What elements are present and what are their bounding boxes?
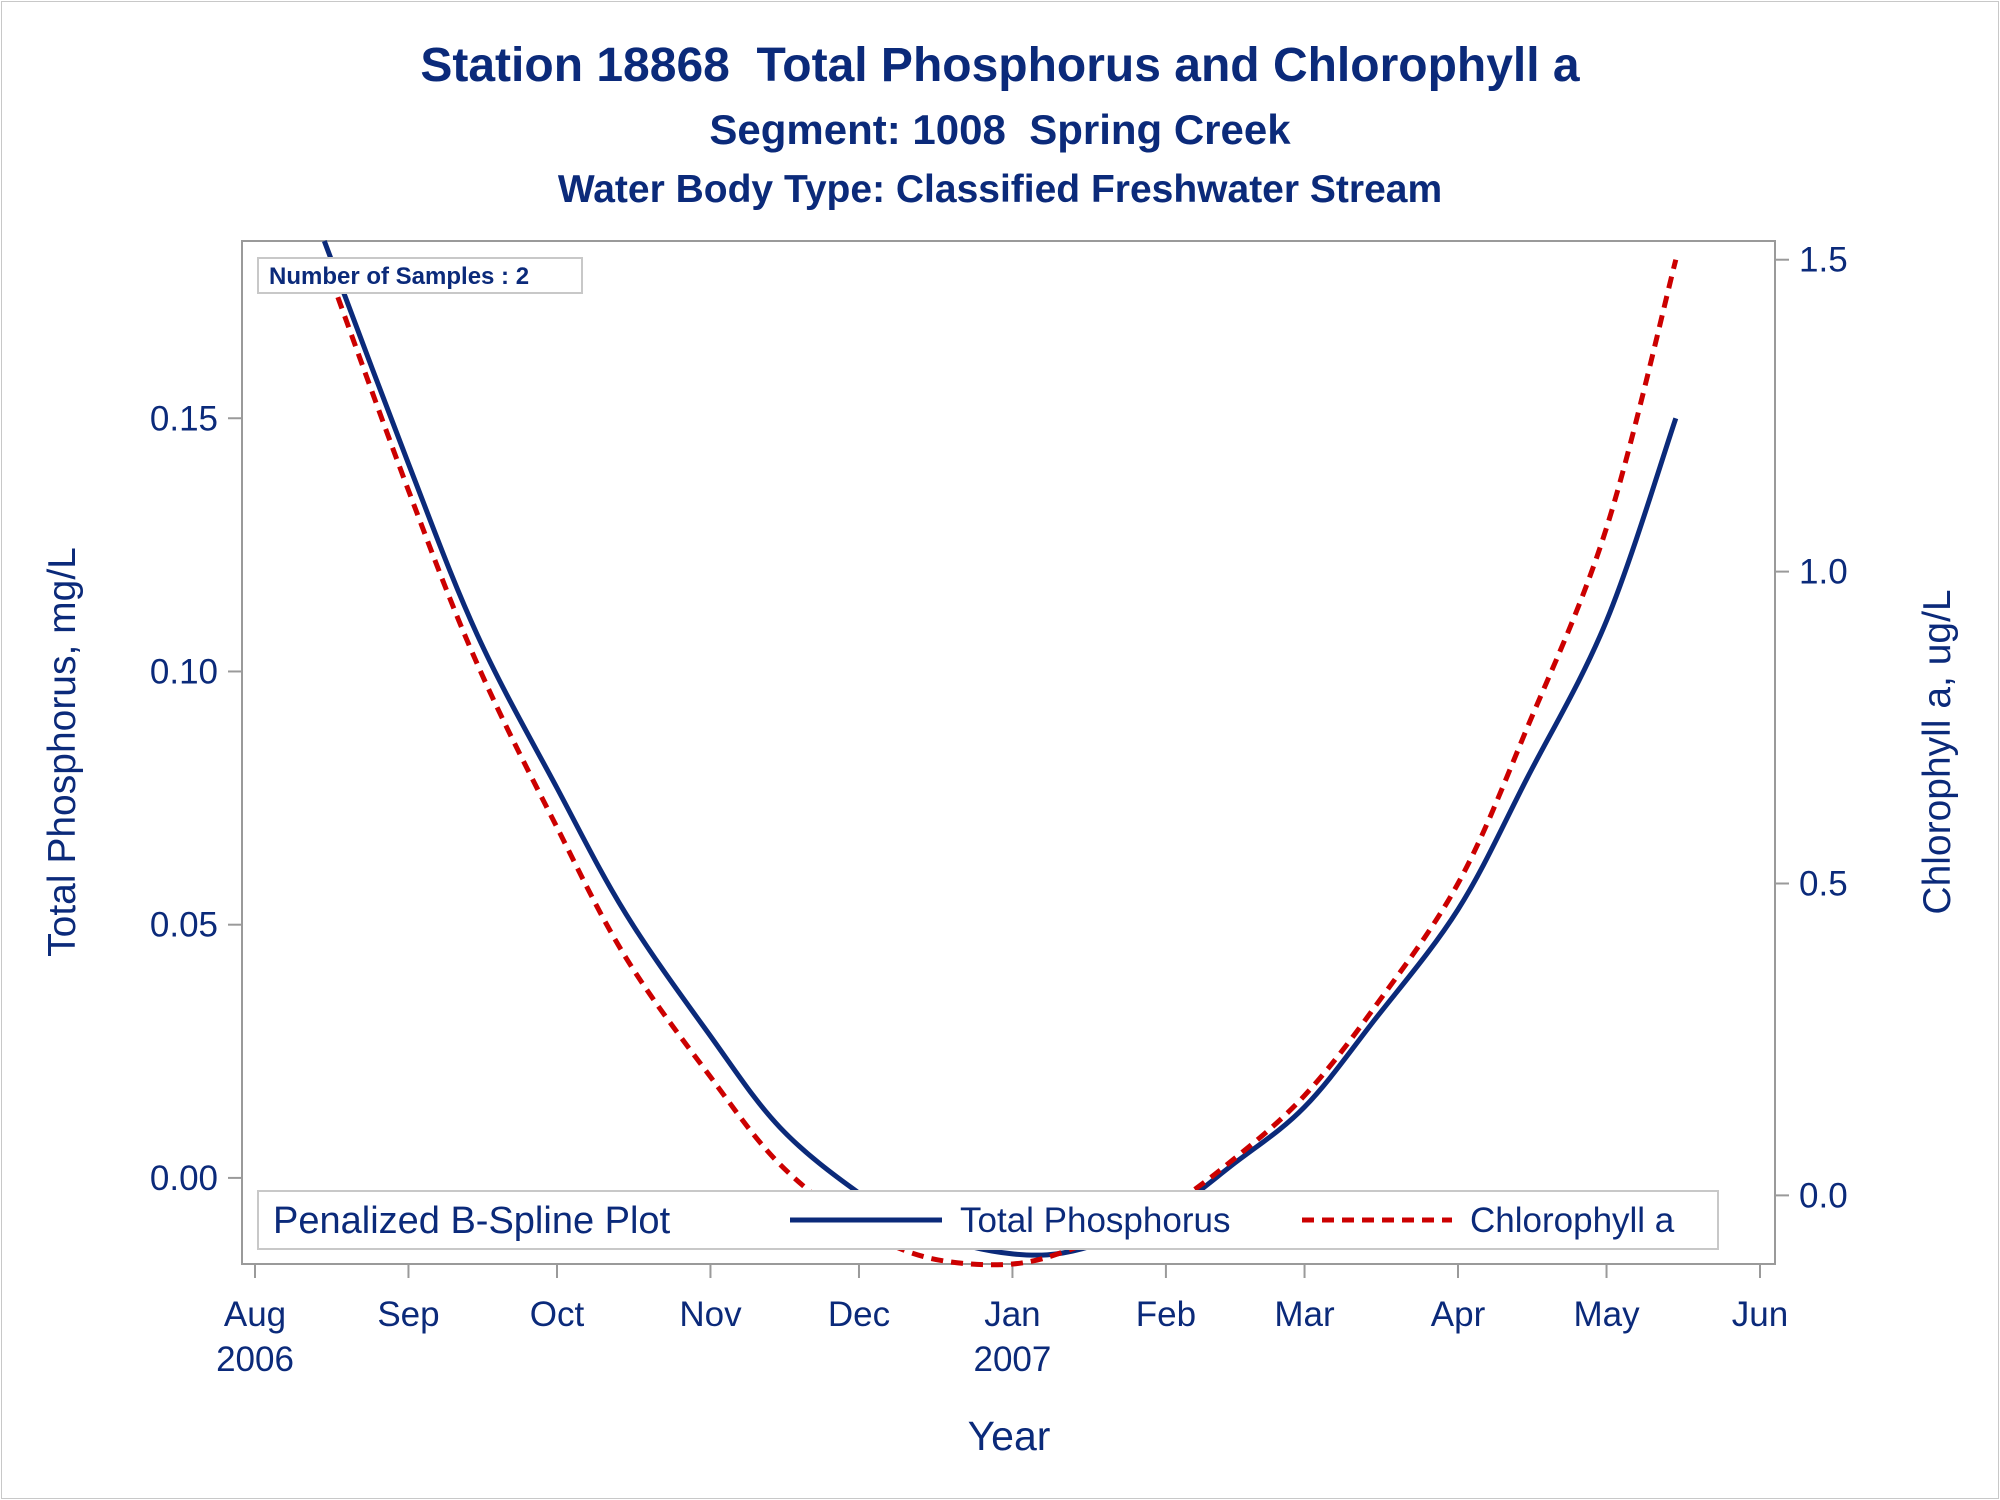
chart-title: Station 18868 Total Phosphorus and Chlor… <box>420 39 1580 92</box>
x-tick-label: Dec <box>828 1295 890 1334</box>
chart-subtitle-segment: Segment: 1008 Spring Creek <box>709 106 1291 153</box>
y2-tick-label: 1.5 <box>1799 241 1848 280</box>
x-tick-year-label: 2006 <box>216 1340 294 1379</box>
x-tick-label: Mar <box>1274 1295 1335 1334</box>
samples-inset: Number of Samples : 2 <box>257 257 583 294</box>
y-tick-label: 0.05 <box>150 906 218 945</box>
series-line-total-phosphorus <box>321 240 1679 1258</box>
x-tick-label: May <box>1573 1295 1640 1334</box>
y-tick-label: 0.15 <box>150 399 218 438</box>
x-tick-label: Apr <box>1431 1295 1486 1334</box>
plot-area <box>241 240 1776 1265</box>
y-axis-right: 0.0 0.5 1.0 1.5 <box>1775 241 1848 1215</box>
x-axis: Aug 2006 Sep Oct Nov Dec Jan 2007 Feb Mar Apr May Ju… <box>216 1263 1788 1379</box>
x-tick-year-label: 2007 <box>974 1340 1052 1379</box>
x-tick-label: Feb <box>1136 1295 1196 1334</box>
samples-inset-box <box>257 257 583 294</box>
y2-tick-label: 1.0 <box>1799 553 1848 592</box>
series-group <box>321 240 1679 1268</box>
series-line-chlorophyll-a <box>321 258 1679 1268</box>
x-tick-label: Aug <box>224 1295 286 1334</box>
y2-tick-label: 0.0 <box>1799 1176 1848 1215</box>
legend-title: Penalized B-Spline Plot <box>273 1200 671 1242</box>
y2-tick-label: 0.5 <box>1799 864 1848 903</box>
x-tick-label: Jan <box>984 1295 1040 1334</box>
y-axis-left: 0.00 0.05 0.10 0.15 <box>150 399 242 1198</box>
legend: Penalized B-Spline Plot Total Phosphorus… <box>257 1190 1719 1250</box>
y-axis-label: Total Phosphorus, mg/L <box>41 547 84 957</box>
legend-label-chlorophyll: Chlorophyll a <box>1470 1201 1675 1240</box>
x-tick-label: Nov <box>679 1295 742 1334</box>
x-axis-label: Year <box>968 1413 1051 1459</box>
y2-axis-label: Chlorophyll a, ug/L <box>1916 589 1959 914</box>
legend-label-phosphorus: Total Phosphorus <box>960 1201 1230 1240</box>
legend-box <box>257 1190 1719 1250</box>
x-tick-label: Jun <box>1732 1295 1788 1334</box>
y-tick-label: 0.10 <box>150 652 218 691</box>
chart-subtitle-waterbody: Water Body Type: Classified Freshwater S… <box>557 168 1443 211</box>
x-tick-label: Oct <box>530 1295 585 1334</box>
x-tick-label: Sep <box>377 1295 439 1334</box>
samples-count-text: Number of Samples : 2 <box>269 263 529 290</box>
y-tick-label: 0.00 <box>150 1159 218 1198</box>
